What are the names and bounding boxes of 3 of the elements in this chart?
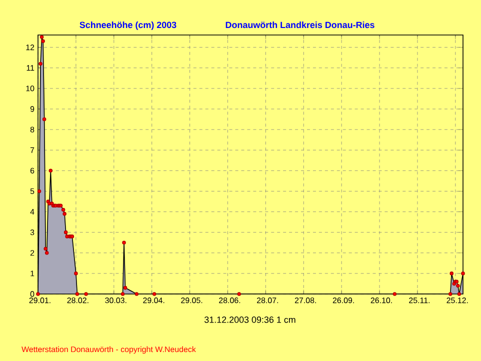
chart-title: Schneehöhe (cm) 2003 bbox=[80, 21, 176, 30]
text: 31.12.2003 09:36 1 cm bbox=[204, 316, 296, 323]
chart-subtitle: Donauwörth Landkreis Donau-Ries bbox=[226, 21, 374, 28]
